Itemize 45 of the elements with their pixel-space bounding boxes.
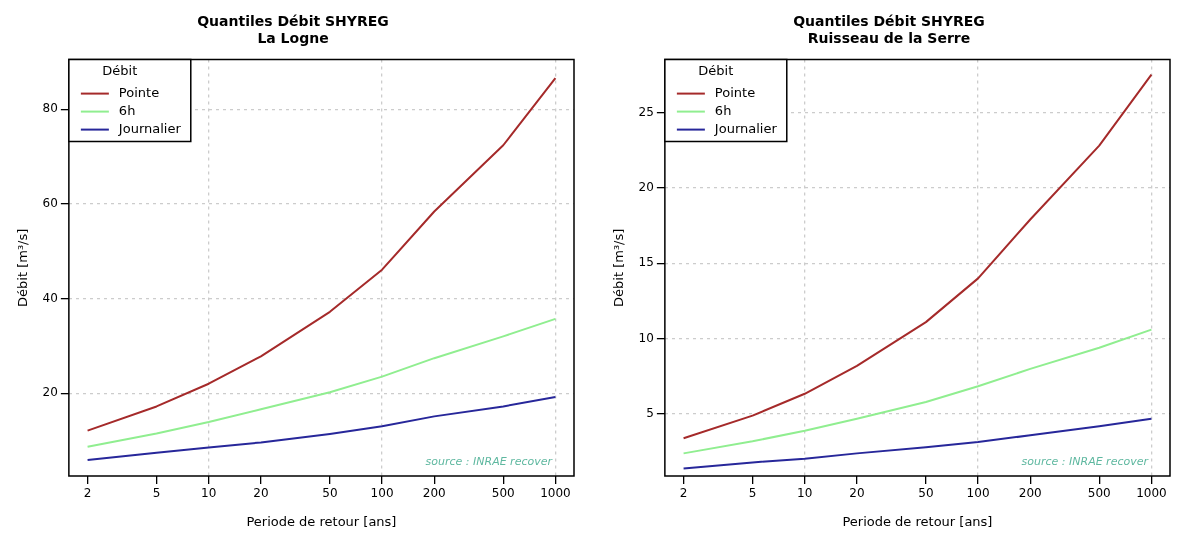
legend-label: Pointe — [118, 84, 160, 100]
x-tick-label: 20 — [849, 486, 865, 501]
y-tick-label: 15 — [638, 255, 654, 270]
x-tick-label: 50 — [918, 486, 934, 501]
legend-title: Débit — [698, 62, 734, 78]
chart-subtitle: La Logne — [257, 29, 329, 46]
annotation: source : INRAE recover — [1021, 455, 1150, 469]
x-tick-label: 10 — [797, 486, 813, 501]
y-axis-title: Débit [m³/s] — [15, 228, 31, 307]
y-tick-label: 25 — [638, 104, 654, 119]
x-tick-label: 100 — [966, 486, 990, 501]
legend-title: Débit — [102, 62, 138, 78]
x-axis-title: Periode de retour [ans] — [842, 513, 993, 529]
legend-label: Journalier — [117, 120, 182, 136]
annotation: source : INRAE recover — [425, 455, 554, 469]
x-tick-label: 5 — [748, 486, 757, 501]
x-tick-label: 200 — [1018, 486, 1042, 501]
x-tick-label: 5 — [152, 486, 161, 501]
y-tick-label: 40 — [42, 290, 58, 305]
y-tick-label: 20 — [42, 385, 58, 400]
chart-title: Quantiles Débit SHYREG — [197, 13, 389, 30]
x-tick-label: 2 — [679, 486, 688, 501]
x-tick-label: 10 — [201, 486, 217, 501]
y-tick-label: 5 — [646, 406, 654, 421]
y-tick-label: 60 — [42, 196, 58, 211]
y-tick-label: 80 — [42, 101, 58, 116]
x-tick-label: 2 — [83, 486, 92, 501]
y-axis-title: Débit [m³/s] — [611, 228, 627, 307]
x-tick-label: 100 — [370, 486, 394, 501]
x-tick-label: 500 — [491, 486, 515, 501]
chart-title: Quantiles Débit SHYREG — [793, 13, 985, 30]
legend-label: Journalier — [713, 120, 778, 136]
x-tick-label: 1000 — [540, 486, 571, 501]
x-tick-label: 20 — [253, 486, 269, 501]
legend-label: 6h — [118, 102, 136, 118]
y-tick-label: 20 — [638, 179, 654, 194]
x-axis-title: Periode de retour [ans] — [246, 513, 397, 529]
chart-subtitle: Ruisseau de la Serre — [807, 29, 971, 46]
x-tick-label: 1000 — [1136, 486, 1167, 501]
x-tick-label: 500 — [1087, 486, 1111, 501]
legend-label: Pointe — [714, 84, 756, 100]
y-tick-label: 10 — [638, 330, 654, 345]
x-tick-label: 50 — [322, 486, 338, 501]
x-tick-label: 200 — [422, 486, 446, 501]
legend-label: 6h — [714, 102, 732, 118]
